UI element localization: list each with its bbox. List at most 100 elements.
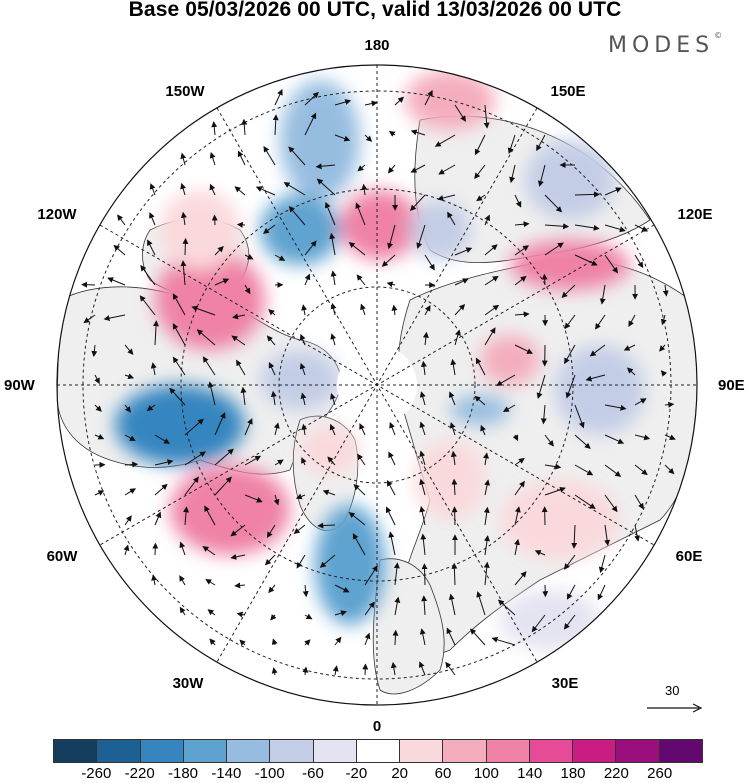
- colorbar-swatch-3: [183, 739, 228, 763]
- wind-vector: [302, 584, 309, 598]
- wind-vector: [316, 178, 336, 196]
- wind-vector: [634, 524, 641, 542]
- wind-vector: [153, 320, 160, 346]
- wind-vector: [274, 254, 286, 261]
- wind-vector: [196, 329, 216, 346]
- wind-vector: [448, 391, 456, 406]
- wind-vector: [124, 404, 132, 413]
- wind-vector: [300, 392, 307, 406]
- wind-vector: [419, 421, 426, 436]
- wind-vector: [483, 452, 489, 466]
- wind-vector: [604, 254, 618, 274]
- wind-vector: [273, 422, 280, 436]
- wind-vector: [334, 636, 342, 646]
- wind-vector: [244, 494, 263, 503]
- wind-vector: [634, 434, 651, 441]
- wind-vector: [304, 613, 313, 620]
- modes-logo: MODES©: [608, 31, 722, 58]
- wind-vector: [301, 304, 308, 316]
- wind-vector: [293, 524, 306, 535]
- wind-vector: [348, 241, 366, 256]
- wind-vector: [204, 505, 216, 526]
- wind-vector: [544, 223, 570, 230]
- wind-vector: [270, 390, 277, 406]
- wind-vector: [146, 404, 156, 411]
- wind-vector: [421, 595, 428, 616]
- wind-vector: [475, 357, 486, 376]
- wind-vector: [634, 494, 644, 510]
- wind-vector: [270, 614, 277, 621]
- colorbar-swatch-0: [53, 739, 98, 763]
- wind-vector: [450, 450, 457, 466]
- wind-vector: [451, 562, 458, 586]
- colorbar-tick-label: 100: [473, 765, 499, 782]
- wind-vector: [205, 578, 216, 586]
- wind-vector: [124, 434, 136, 441]
- wind-vector: [470, 628, 486, 646]
- wind-vector: [534, 550, 546, 556]
- wind-vector: [81, 281, 96, 288]
- brand-name: MODES: [608, 33, 715, 58]
- wind-vector: [445, 661, 456, 676]
- wind-vector: [271, 667, 278, 676]
- wind-vector: [514, 245, 530, 256]
- wind-vector: [356, 274, 366, 286]
- wind-vector: [454, 104, 466, 122]
- colorbar-swatch-8: [400, 739, 444, 763]
- wind-vector: [604, 494, 618, 513]
- lon-label-0: 0: [372, 718, 382, 735]
- wind-vector: [304, 112, 317, 136]
- wind-vector: [388, 451, 396, 466]
- lon-label-60w: 60W: [46, 548, 78, 565]
- wind-vector: [454, 278, 469, 286]
- wind-vector: [574, 254, 598, 266]
- wind-vector: [364, 100, 378, 107]
- wind-vector: [263, 145, 276, 166]
- wind-vector: [565, 374, 576, 399]
- wind-vector: [474, 164, 486, 179]
- wind-vector: [514, 344, 533, 354]
- wind-vector: [209, 151, 216, 166]
- colorbar: [53, 739, 703, 763]
- wind-vector: [634, 254, 644, 269]
- wind-vector: [179, 606, 186, 616]
- wind-vector: [332, 665, 339, 676]
- colorbar-tick-label: 20: [391, 765, 408, 782]
- wind-vector: [394, 96, 405, 106]
- wind-vector: [94, 404, 102, 412]
- wind-vector: [628, 314, 636, 327]
- wind-vector: [514, 571, 527, 586]
- colorbar-swatch-9: [443, 739, 487, 763]
- wind-vector: [484, 214, 490, 226]
- wind-vector: [566, 584, 576, 600]
- wind-vector: [182, 237, 189, 256]
- wind-vector: [172, 356, 186, 376]
- wind-vector: [209, 638, 216, 646]
- wind-vector: [283, 182, 306, 196]
- wind-vector: [564, 344, 576, 365]
- land-europe: [372, 558, 445, 695]
- wind-vector: [304, 639, 311, 646]
- wind-vector: [154, 483, 168, 496]
- wind-vector: [124, 373, 135, 380]
- wind-vector: [416, 224, 426, 249]
- wind-vector: [241, 118, 248, 136]
- wind-vector: [514, 506, 521, 526]
- wind-vector: [169, 387, 186, 406]
- wind-vector: [410, 164, 426, 173]
- lon-label-120e: 120E: [677, 206, 713, 223]
- wind-vector: [484, 535, 490, 556]
- wind-vector: [626, 367, 636, 376]
- wind-vector: [387, 164, 396, 174]
- vector-scale-value: 30: [665, 683, 680, 698]
- wind-vector: [604, 464, 622, 477]
- wind-vector: [151, 574, 158, 586]
- wind-vector: [179, 575, 186, 586]
- wind-vector: [424, 305, 431, 316]
- wind-vector: [124, 344, 134, 355]
- wind-vector: [154, 459, 174, 466]
- wind-vector: [266, 524, 276, 538]
- wind-vector: [352, 533, 366, 556]
- wind-vector: [589, 344, 606, 357]
